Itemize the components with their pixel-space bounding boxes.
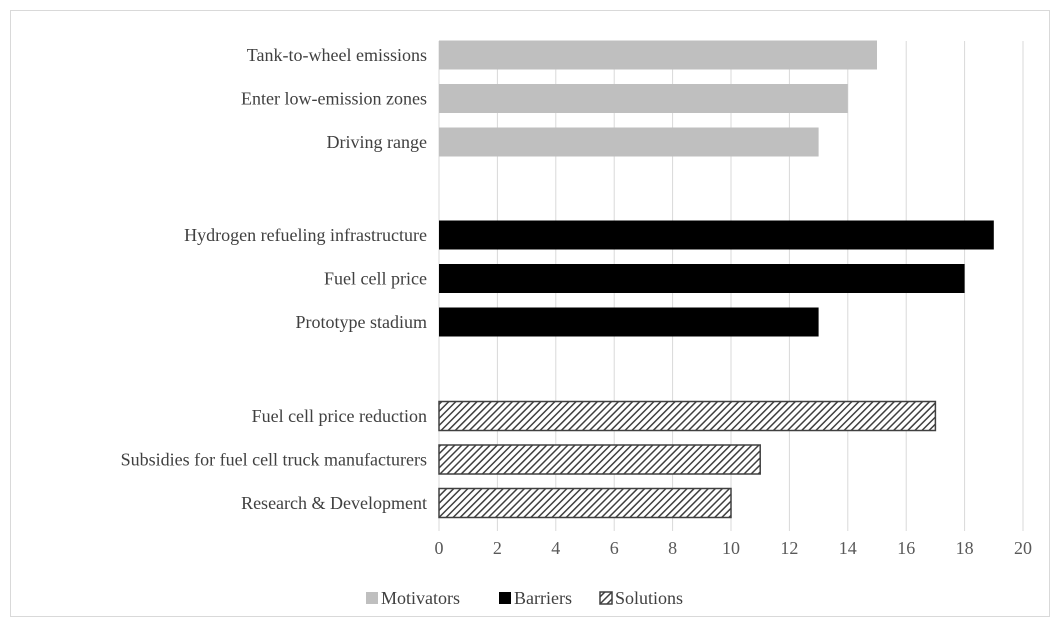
x-tick-label: 18 bbox=[956, 538, 974, 558]
bar-solutions-0 bbox=[438, 400, 937, 432]
legend-label-solutions: Solutions bbox=[615, 588, 683, 608]
x-tick-label: 6 bbox=[610, 538, 619, 558]
category-label: Research & Development bbox=[241, 493, 427, 513]
bar-barriers-1 bbox=[439, 264, 965, 293]
bar-chart: Tank-to-wheel emissions Enter low-emissio… bbox=[121, 40, 1033, 608]
legend-swatch-motivators bbox=[366, 592, 378, 604]
legend-swatch-solutions bbox=[599, 591, 613, 605]
category-label: Tank-to-wheel emissions bbox=[247, 45, 427, 65]
category-label: Driving range bbox=[327, 132, 427, 152]
category-label: Prototype stadium bbox=[296, 312, 428, 332]
x-axis-ticks: 0 2 4 6 8 10 12 14 16 18 20 bbox=[435, 538, 1033, 558]
category-label: Subsidies for fuel cell truck manufactur… bbox=[121, 450, 427, 470]
legend-swatch-barriers bbox=[499, 592, 511, 604]
category-label: Enter low-emission zones bbox=[241, 89, 427, 109]
bar-solutions-2 bbox=[438, 487, 732, 519]
x-tick-label: 10 bbox=[722, 538, 740, 558]
x-tick-label: 16 bbox=[897, 538, 915, 558]
category-labels: Tank-to-wheel emissions Enter low-emissio… bbox=[121, 45, 427, 513]
bar-motivators-0 bbox=[439, 40, 877, 70]
x-tick-label: 12 bbox=[780, 538, 798, 558]
bar-barriers-0 bbox=[439, 220, 994, 250]
legend-label-motivators: Motivators bbox=[381, 588, 460, 608]
legend: Motivators Barriers Solutions bbox=[366, 588, 683, 608]
bar-solutions-1 bbox=[438, 444, 761, 475]
category-label: Hydrogen refueling infrastructure bbox=[184, 225, 427, 245]
x-tick-label: 8 bbox=[668, 538, 677, 558]
category-label: Fuel cell price bbox=[324, 269, 427, 289]
chart-frame: Tank-to-wheel emissions Enter low-emissio… bbox=[10, 10, 1050, 617]
x-tick-label: 0 bbox=[435, 538, 444, 558]
x-tick-label: 2 bbox=[493, 538, 502, 558]
bars bbox=[438, 40, 994, 519]
bar-barriers-2 bbox=[439, 307, 819, 337]
bar-motivators-1 bbox=[439, 84, 848, 113]
x-tick-label: 14 bbox=[839, 538, 857, 558]
bar-motivators-2 bbox=[439, 127, 819, 157]
x-tick-label: 20 bbox=[1014, 538, 1032, 558]
legend-label-barriers: Barriers bbox=[514, 588, 572, 608]
x-tick-label: 4 bbox=[551, 538, 560, 558]
category-label: Fuel cell price reduction bbox=[252, 406, 427, 426]
